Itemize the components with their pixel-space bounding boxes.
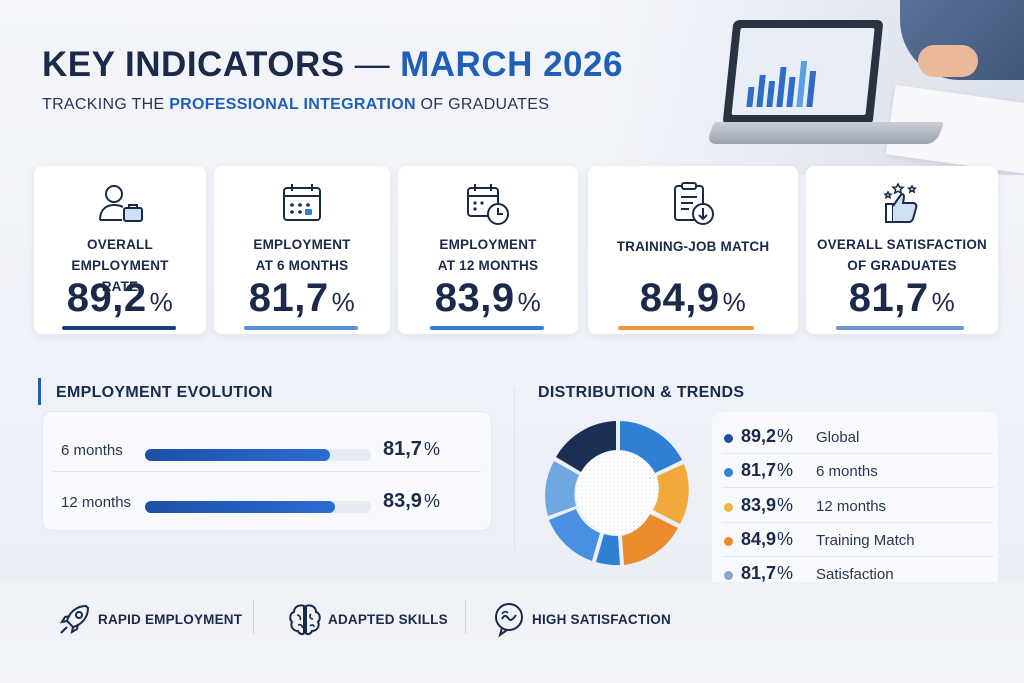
feature-divider: [465, 600, 466, 634]
clipboard-download-icon: [674, 182, 714, 225]
kpi-label: EMPLOYMENT AT 12 MONTHS: [437, 237, 539, 273]
subtitle-highlight: PROFESSIONAL INTEGRATION: [169, 96, 416, 113]
kpi-underline: [244, 326, 358, 330]
calendar-icon: [283, 184, 321, 221]
kpi-underline: [836, 326, 964, 330]
kpi-card-employment-rate: OVERALL EMPLOYMENT RATE 89,2%: [34, 166, 206, 334]
legend-name: 6 months: [816, 463, 878, 480]
donut-chart: [545, 421, 689, 566]
subtitle-post: OF GRADUATES: [415, 96, 550, 113]
evolution-row-label: 12 months: [61, 494, 132, 511]
rocket-icon: [59, 604, 90, 635]
evolution-row-label: 6 months: [61, 442, 123, 459]
donut-segment: [620, 421, 682, 473]
legend-value: 81,7%: [741, 460, 794, 480]
kpi-label: TRAINING-JOB MATCH: [616, 239, 770, 254]
evolution-row-value: 83,9%: [383, 490, 440, 512]
legend-dot: [724, 537, 733, 546]
evolution-row: 12 months 83,9%: [43, 470, 491, 528]
feature-label: ADAPTED SKILLS: [328, 612, 448, 627]
donut-segment: [622, 514, 678, 565]
legend-item: 89,2% Global: [712, 420, 998, 454]
calendar-clock-icon: [467, 184, 509, 225]
kpi-card-training-job-match: TRAINING-JOB MATCH 84,9%: [588, 166, 798, 334]
title-date: MARCH 2026: [400, 45, 623, 84]
kpi-value: 89,2%: [66, 276, 174, 320]
legend-dot: [724, 571, 733, 580]
legend-panel: 89,2% Global 81,7% 6 months 83,9% 12 mon…: [712, 412, 998, 592]
legend-divider: [722, 556, 994, 557]
kpi-card-employment-12-months: EMPLOYMENT AT 12 MONTHS 83,9%: [398, 166, 578, 334]
donut-segment: [545, 461, 579, 516]
legend-name: 12 months: [816, 498, 887, 515]
kpi-label: EMPLOYMENT AT 6 MONTHS: [253, 237, 351, 273]
person-hand: [918, 45, 978, 77]
legend-divider: [722, 522, 994, 523]
legend-value: 84,9%: [741, 529, 794, 549]
title-separator: —: [354, 45, 391, 84]
section-divider: [514, 388, 515, 556]
subtitle-pre: TRACKING THE: [42, 96, 170, 113]
kpi-value: 81,7%: [248, 276, 356, 320]
footer-bar: RAPID EMPLOYMENT ADAPTED SKILLS HIGH SAT…: [0, 582, 1024, 683]
legend-divider: [722, 487, 994, 488]
legend-dot: [724, 434, 733, 443]
legend-value: 83,9%: [741, 495, 794, 515]
donut-segment: [549, 509, 600, 561]
thumbs-up-stars-icon: [883, 182, 918, 223]
kpi-value: 84,9%: [639, 276, 747, 320]
page-title: KEY INDICATORS — MARCH 2026: [42, 45, 623, 85]
legend-dot: [724, 503, 733, 512]
kpi-underline: [430, 326, 544, 330]
feature-divider: [253, 600, 254, 634]
kpi-value: 81,7%: [848, 276, 956, 320]
kpi-card-overall-satisfaction: OVERALL SATISFACTION OF GRADUATES 81,7%: [806, 166, 998, 334]
progress-fill: [145, 501, 335, 513]
evolution-row-value: 81,7%: [383, 438, 440, 460]
legend-name: Training Match: [816, 532, 915, 549]
laptop-base: [705, 122, 945, 144]
legend-value: 89,2%: [741, 426, 794, 446]
kpi-underline: [618, 326, 754, 330]
kpi-label: OVERALL EMPLOYMENT RATE: [71, 237, 169, 294]
feature-label: HIGH SATISFACTION: [532, 612, 671, 627]
feature-label: RAPID EMPLOYMENT: [98, 612, 243, 627]
hero-photo: [600, 0, 1024, 175]
donut-segment: [556, 421, 616, 472]
kpi-card-employment-6-months: EMPLOYMENT AT 6 MONTHS 81,7%: [214, 166, 390, 334]
brain-icon: [289, 604, 321, 636]
evolution-heading: EMPLOYMENT EVOLUTION: [56, 384, 273, 401]
evolution-row: 6 months 81,7%: [43, 418, 491, 476]
kpi-underline: [62, 326, 176, 330]
title-main: KEY INDICATORS: [42, 45, 345, 84]
legend-dot: [724, 468, 733, 477]
row-divider: [53, 471, 481, 472]
progress-track: [145, 449, 371, 461]
kpi-label: OVERALL SATISFACTION OF GRADUATES: [816, 237, 987, 273]
progress-track: [145, 501, 371, 513]
donut-segment: [596, 534, 620, 566]
distribution-heading: DISTRIBUTION & TRENDS: [538, 384, 745, 401]
evolution-panel: 6 months 81,7% 12 months 83,9%: [42, 411, 492, 531]
page-subtitle: TRACKING THE PROFESSIONAL INTEGRATION OF…: [42, 96, 549, 114]
legend-divider: [722, 453, 994, 454]
legend-item: 81,7% 6 months: [712, 454, 998, 488]
donut-segment: [653, 464, 689, 524]
section-accent-bar: [38, 378, 41, 405]
user-briefcase-icon: [99, 185, 143, 222]
legend-item: 81,7% Satisfaction: [712, 557, 998, 591]
legend-value: 81,7%: [741, 563, 794, 583]
donut-center-texture: [576, 451, 660, 535]
chat-bubble-icon: [495, 603, 523, 638]
legend-name: Satisfaction: [816, 566, 894, 583]
legend-name: Global: [816, 429, 860, 446]
progress-fill: [145, 449, 330, 461]
laptop-screen: [722, 20, 884, 125]
kpi-value: 83,9%: [434, 276, 542, 320]
legend-item: 83,9% 12 months: [712, 489, 998, 523]
legend-item: 84,9% Training Match: [712, 523, 998, 557]
